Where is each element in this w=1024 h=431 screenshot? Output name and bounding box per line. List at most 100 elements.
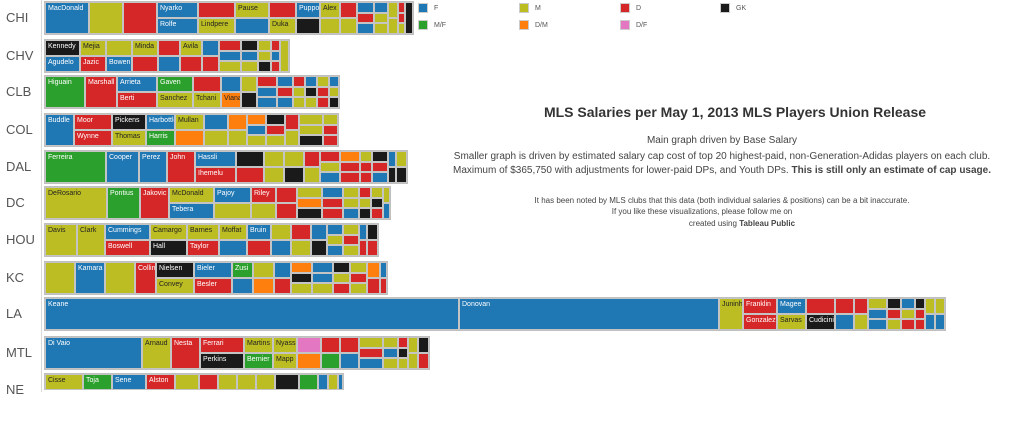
- player-cell[interactable]: [322, 208, 343, 219]
- player-cell[interactable]: [901, 309, 915, 319]
- player-cell[interactable]: [340, 151, 360, 162]
- player-cell[interactable]: [219, 240, 247, 256]
- player-cell[interactable]: [333, 283, 350, 294]
- player-cell[interactable]: [359, 224, 367, 240]
- player-cell[interactable]: [388, 2, 398, 18]
- player-cell[interactable]: [367, 262, 380, 278]
- player-cell-franklin[interactable]: Franklin: [743, 298, 777, 314]
- player-cell[interactable]: [219, 40, 241, 51]
- player-cell-nyarko[interactable]: Nyarko: [157, 2, 198, 18]
- player-cell[interactable]: [835, 314, 854, 330]
- player-cell[interactable]: [374, 2, 388, 13]
- player-cell[interactable]: [398, 13, 405, 23]
- player-cell-kamara[interactable]: Kamara: [75, 262, 105, 294]
- player-cell[interactable]: [236, 151, 264, 167]
- player-cell[interactable]: [214, 203, 251, 219]
- player-cell[interactable]: [241, 92, 257, 108]
- player-cell[interactable]: [305, 76, 317, 87]
- player-cell-wynne[interactable]: Wynne: [74, 130, 112, 146]
- player-cell[interactable]: [296, 18, 320, 34]
- player-cell-harris[interactable]: Harris: [146, 130, 175, 146]
- tableau-public-link[interactable]: Tableau Public: [739, 219, 796, 228]
- player-cell[interactable]: [291, 273, 312, 283]
- player-cell[interactable]: [297, 353, 321, 369]
- player-cell[interactable]: [359, 198, 371, 208]
- player-cell[interactable]: [357, 13, 374, 23]
- player-cell-martins[interactable]: Martins: [244, 337, 273, 353]
- player-cell[interactable]: [276, 203, 297, 219]
- player-cell[interactable]: [360, 151, 372, 162]
- player-cell[interactable]: [340, 337, 359, 353]
- player-cell-camargo[interactable]: Camargo: [150, 224, 187, 240]
- player-cell-besler[interactable]: Besler: [194, 278, 232, 294]
- player-cell[interactable]: [333, 262, 350, 273]
- player-cell[interactable]: [253, 262, 274, 278]
- player-cell[interactable]: [236, 167, 264, 183]
- player-cell-clark[interactable]: Clark: [77, 224, 105, 256]
- player-cell[interactable]: [328, 374, 338, 390]
- player-cell[interactable]: [175, 374, 199, 390]
- player-cell[interactable]: [285, 130, 299, 146]
- player-cell-donovan[interactable]: Donovan: [459, 298, 719, 330]
- player-cell[interactable]: [180, 56, 202, 72]
- player-cell-magee[interactable]: Magee: [777, 298, 806, 314]
- player-cell-bieler[interactable]: Bieler: [194, 262, 232, 278]
- player-cell[interactable]: [274, 262, 291, 278]
- player-cell-pickens[interactable]: Pickens: [112, 114, 146, 130]
- player-cell-ferreira[interactable]: Ferreira: [45, 151, 106, 183]
- player-cell[interactable]: [247, 135, 266, 146]
- player-cell-agudelo[interactable]: Agudelo: [45, 56, 80, 72]
- player-cell[interactable]: [868, 309, 887, 319]
- player-cell[interactable]: [271, 61, 280, 72]
- player-cell[interactable]: [305, 97, 317, 108]
- player-cell[interactable]: [418, 353, 429, 369]
- player-cell[interactable]: [359, 187, 371, 198]
- player-cell[interactable]: [45, 262, 75, 294]
- player-cell-mcdonald[interactable]: McDonald: [169, 187, 214, 203]
- player-cell[interactable]: [915, 298, 925, 309]
- player-cell[interactable]: [293, 97, 305, 108]
- player-cell-juninho[interactable]: Juninho: [719, 298, 743, 330]
- player-cell[interactable]: [868, 298, 887, 309]
- player-cell-toja[interactable]: Toja: [83, 374, 112, 390]
- player-cell[interactable]: [374, 23, 388, 34]
- player-cell[interactable]: [408, 337, 418, 353]
- player-cell[interactable]: [264, 167, 284, 183]
- player-cell[interactable]: [277, 87, 293, 97]
- player-cell[interactable]: [343, 208, 359, 219]
- player-cell[interactable]: [322, 198, 343, 208]
- player-cell-thomas[interactable]: Thomas: [112, 130, 146, 146]
- player-cell-cooper[interactable]: Cooper: [106, 151, 139, 183]
- player-cell-davis[interactable]: Davis: [45, 224, 77, 256]
- player-cell-alex[interactable]: Alex: [320, 2, 340, 18]
- note-line-2[interactable]: If you like these visualizations, please…: [611, 207, 793, 216]
- player-cell[interactable]: [383, 348, 398, 358]
- player-cell[interactable]: [284, 167, 304, 183]
- player-cell[interactable]: [299, 135, 323, 146]
- player-cell[interactable]: [293, 76, 305, 87]
- player-cell-derosario[interactable]: DeRosario: [45, 187, 107, 219]
- player-cell[interactable]: [925, 314, 935, 330]
- player-cell-cummings[interactable]: Cummings: [105, 224, 150, 240]
- player-cell[interactable]: [915, 309, 925, 319]
- player-cell-puppo[interactable]: Puppo: [296, 2, 320, 18]
- player-cell[interactable]: [357, 23, 374, 34]
- player-cell[interactable]: [251, 203, 276, 219]
- player-cell-arnaud[interactable]: Arnaud: [142, 337, 171, 369]
- player-cell[interactable]: [247, 240, 271, 256]
- player-cell[interactable]: [383, 337, 398, 348]
- player-cell-cisse[interactable]: Cisse: [45, 374, 83, 390]
- player-cell[interactable]: [380, 262, 387, 278]
- player-cell[interactable]: [340, 18, 357, 34]
- player-cell-nesta[interactable]: Nesta: [171, 337, 200, 369]
- player-cell[interactable]: [291, 224, 311, 240]
- player-cell-cudicini[interactable]: Cudicini: [806, 314, 835, 330]
- player-cell[interactable]: [396, 151, 407, 167]
- player-cell[interactable]: [340, 162, 360, 172]
- player-cell[interactable]: [297, 208, 322, 219]
- player-cell[interactable]: [887, 309, 901, 319]
- player-cell[interactable]: [291, 240, 311, 256]
- player-cell-bowen[interactable]: Bowen: [106, 56, 132, 72]
- player-cell[interactable]: [835, 298, 854, 314]
- player-cell[interactable]: [372, 162, 388, 172]
